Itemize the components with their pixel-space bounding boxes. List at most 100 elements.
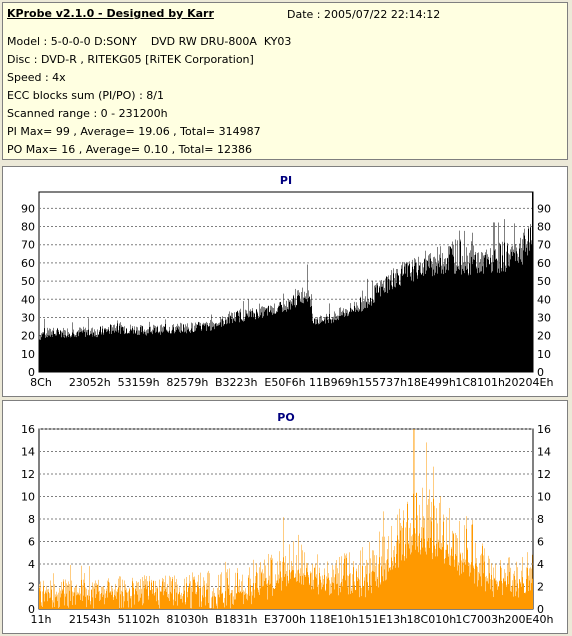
po-bar bbox=[91, 589, 92, 609]
po-bar bbox=[91, 589, 92, 609]
pi-bar bbox=[407, 262, 408, 372]
po-bar bbox=[428, 498, 429, 609]
po-bar bbox=[439, 502, 440, 609]
po-bar bbox=[216, 605, 217, 609]
po-bar bbox=[284, 576, 285, 609]
po-bar bbox=[450, 565, 451, 609]
po-bar bbox=[368, 587, 369, 609]
pi-bar bbox=[261, 312, 262, 372]
po-bar bbox=[122, 591, 123, 609]
po-chart-panel: PO 0 0 2 2 4 4 6 6 8 8 10 10 12 12 14 14 16 16 11h 21543h 511… bbox=[2, 400, 568, 634]
po-bar bbox=[43, 580, 44, 609]
po-bar bbox=[334, 589, 335, 609]
po-bar bbox=[182, 596, 183, 609]
po-bar bbox=[296, 581, 297, 609]
po-bar bbox=[377, 578, 378, 609]
po-bar bbox=[432, 552, 433, 609]
po-bar bbox=[348, 576, 349, 609]
po-bar bbox=[256, 563, 257, 609]
po-bar bbox=[134, 604, 135, 609]
pi-bar bbox=[215, 323, 216, 372]
po-bar bbox=[221, 572, 222, 609]
pi-bar bbox=[132, 326, 133, 372]
pi-bar bbox=[527, 241, 528, 372]
po-bar bbox=[467, 547, 468, 609]
pi-bar bbox=[439, 254, 440, 372]
pi-bar bbox=[202, 323, 203, 372]
po-bar bbox=[52, 607, 53, 609]
po-bar bbox=[531, 583, 532, 609]
po-bar bbox=[425, 551, 426, 609]
pi-ytick-left: 60 bbox=[21, 257, 35, 270]
po-bar bbox=[71, 580, 72, 609]
po-bar bbox=[420, 549, 421, 609]
po-bar bbox=[457, 570, 458, 609]
pi-bar bbox=[531, 244, 532, 372]
po-bar bbox=[275, 587, 276, 609]
pi-bar bbox=[529, 242, 530, 372]
po-bar bbox=[148, 599, 149, 609]
po-bar bbox=[450, 555, 451, 609]
pi-bar bbox=[242, 321, 243, 372]
po-bar bbox=[234, 586, 235, 609]
po-bar bbox=[393, 550, 394, 609]
po-bar bbox=[338, 595, 339, 609]
po-bar bbox=[304, 552, 305, 609]
po-bar bbox=[69, 584, 70, 609]
pi-bar bbox=[525, 251, 526, 372]
po-bar bbox=[425, 547, 426, 609]
pi-bar bbox=[402, 275, 403, 372]
pi-bar bbox=[218, 325, 219, 372]
po-bar bbox=[170, 591, 171, 609]
po-ytick-right: 14 bbox=[537, 446, 551, 459]
pi-bar bbox=[307, 264, 308, 372]
pi-bar bbox=[444, 258, 445, 372]
po-bar bbox=[124, 601, 125, 609]
po-bar bbox=[335, 565, 336, 609]
pi-bar bbox=[189, 331, 190, 372]
pi-bar bbox=[55, 335, 56, 372]
pi-bar bbox=[247, 313, 248, 372]
pi-bar bbox=[82, 332, 83, 372]
po-bar bbox=[523, 583, 524, 609]
pi-bar bbox=[180, 322, 181, 372]
pi-bar bbox=[469, 252, 470, 372]
po-bar bbox=[345, 555, 346, 609]
po-bar bbox=[209, 573, 210, 609]
pi-bar bbox=[341, 315, 342, 372]
po-bar bbox=[247, 600, 248, 609]
pi-bar bbox=[170, 333, 171, 372]
pi-bar bbox=[194, 325, 195, 372]
pi-bar bbox=[164, 326, 165, 372]
po-bar bbox=[415, 533, 416, 609]
po-bar bbox=[217, 588, 218, 609]
pi-bar bbox=[76, 332, 77, 372]
pi-bar bbox=[363, 309, 364, 372]
po-bar bbox=[204, 585, 205, 609]
po-bar bbox=[168, 594, 169, 609]
po-bar bbox=[132, 581, 133, 609]
po-xtick: 1C7003h bbox=[455, 613, 505, 626]
po-bar bbox=[245, 593, 246, 609]
pi-bar bbox=[216, 326, 217, 372]
pi-bar bbox=[232, 313, 233, 372]
pi-bar bbox=[126, 328, 127, 372]
pi-bar bbox=[358, 311, 359, 372]
po-bar bbox=[128, 607, 129, 609]
po-bar bbox=[414, 528, 415, 609]
pi-bar bbox=[123, 330, 124, 372]
pi-bar bbox=[497, 260, 498, 372]
po-bar bbox=[279, 551, 280, 609]
po-bar bbox=[212, 591, 213, 609]
pi-bar bbox=[91, 328, 92, 372]
po-bar bbox=[310, 571, 311, 609]
po-bar bbox=[112, 591, 113, 609]
po-bar bbox=[279, 578, 280, 609]
po-bar bbox=[516, 561, 517, 609]
po-bar bbox=[96, 594, 97, 609]
pi-bar bbox=[501, 271, 502, 372]
po-bar bbox=[516, 591, 517, 609]
pi-bar bbox=[146, 330, 147, 372]
pi-bar bbox=[310, 299, 311, 372]
po-bar bbox=[522, 577, 523, 609]
